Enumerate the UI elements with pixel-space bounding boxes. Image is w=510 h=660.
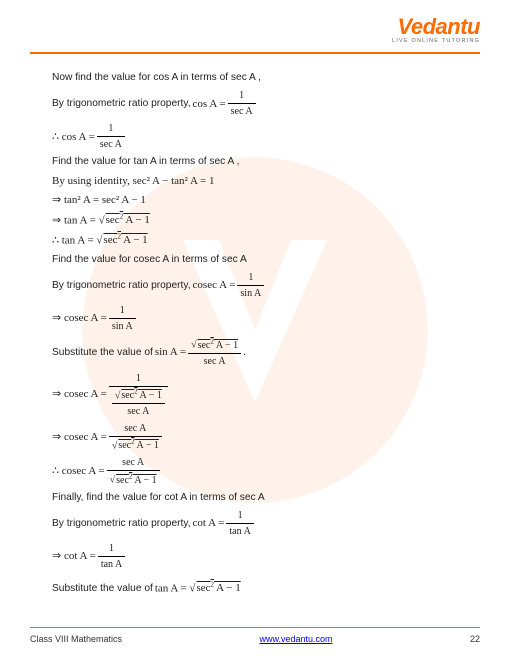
text-line: ∴ tan A = √sec2 A − 1 [52,232,470,249]
text-line: Substitute the value of sin A = √sec2 A … [52,336,470,368]
text-line: By using identity, sec² A − tan² A = 1 [52,173,470,190]
text-line: ⇒ cot A = 1tan A [52,541,470,572]
fraction: 1sin A [237,270,264,301]
text-line: Find the value for tan A in terms of sec… [52,154,470,169]
fraction: 1sin A [109,303,136,334]
text-line: Substitute the value of tan A = √sec2 A … [52,580,470,597]
footer-class: Class VIII Mathematics [30,634,122,644]
fraction: sec A√sec2 A − 1 [109,421,162,453]
text-line: ⇒ cosec A = 1sin A [52,303,470,334]
text-line: Find the value for cosec A in terms of s… [52,252,470,267]
text-line: ∴ cosec A = sec A√sec2 A − 1 [52,455,470,487]
fraction: 1 √sec2 A − 1sec A [109,371,168,419]
header-rule [30,52,480,54]
text-line: ⇒ cosec A = sec A√sec2 A − 1 [52,421,470,453]
text-line: ∴ cos A = 1sec A [52,121,470,152]
header: Vedantu LIVE ONLINE TUTORING [392,14,480,44]
fraction: 1sec A [228,88,256,119]
text-line: ⇒ tan² A = sec² A − 1 [52,192,470,209]
brand-name: Vedantu [392,14,480,40]
brand-tagline: LIVE ONLINE TUTORING [392,38,480,44]
text-line: ⇒ tan A = √sec2 A − 1 [52,212,470,229]
text-line: Now find the value for cos A in terms of… [52,70,470,85]
footer: Class VIII Mathematics www.vedantu.com 2… [30,627,480,644]
text-line: Finally, find the value for cot A in ter… [52,490,470,505]
fraction: 1sec A [97,121,125,152]
page-number: 22 [470,634,480,644]
text-line: ⇒ cosec A = 1 √sec2 A − 1sec A [52,371,470,419]
fraction: sec A√sec2 A − 1 [107,455,160,487]
text-line: By trigonometric ratio property, cosec A… [52,270,470,301]
text-line: By trigonometric ratio property, cos A =… [52,88,470,119]
fraction: 1tan A [226,508,253,539]
fraction: √sec2 A − 1sec A [188,336,241,368]
fraction: 1tan A [98,541,125,572]
document-body: Now find the value for cos A in terms of… [52,70,470,599]
footer-link[interactable]: www.vedantu.com [259,634,332,644]
text-line: By trigonometric ratio property, cot A =… [52,508,470,539]
